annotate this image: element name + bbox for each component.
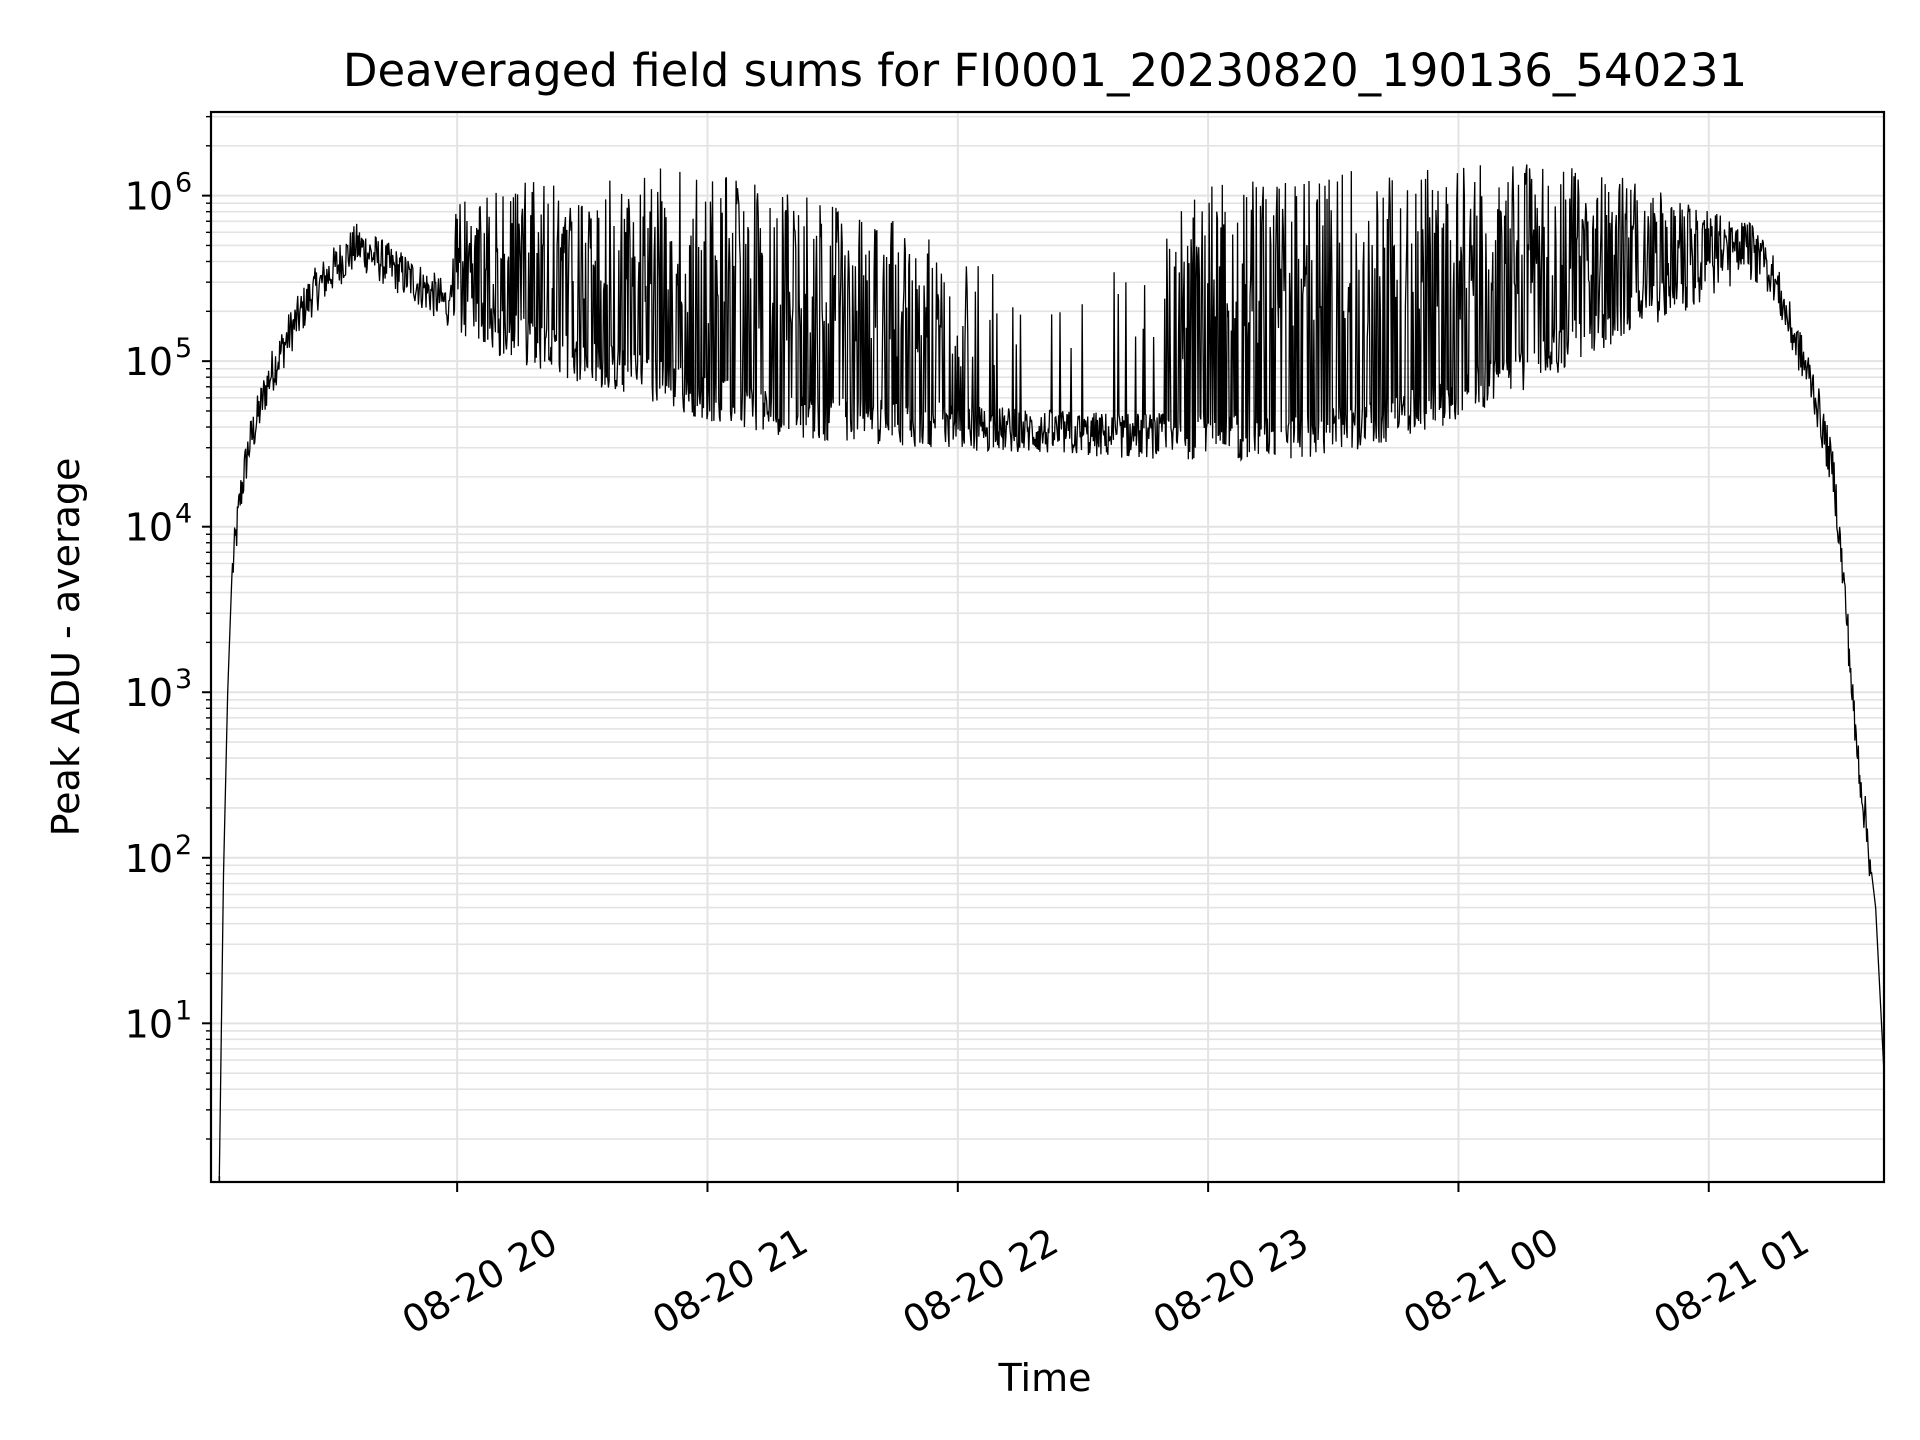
y-tick-label-exponent: 1	[175, 995, 192, 1026]
y-tick-label: 10	[125, 340, 173, 384]
y-tick-label: 10	[125, 506, 173, 550]
y-tick-label: 10	[125, 1002, 173, 1046]
y-tick-label-base: 10	[125, 175, 173, 219]
y-tick-label-exponent: 4	[175, 499, 192, 530]
y-tick-label-exponent: 6	[175, 168, 192, 199]
y-tick-label-base: 10	[125, 671, 173, 715]
y-tick-label-base: 10	[125, 1002, 173, 1046]
y-tick-label-exponent: 2	[175, 830, 192, 861]
y-tick-label-base: 10	[125, 837, 173, 881]
y-tick-label-base: 10	[125, 340, 173, 384]
y-tick-label: 10	[125, 175, 173, 219]
y-tick-label-exponent: 3	[175, 664, 192, 695]
chart-title: Deaveraged field sums for FI0001_2023082…	[343, 44, 1747, 97]
plot-frame	[209, 110, 1886, 1184]
series-line	[218, 164, 1885, 1176]
y-tick-label: 10	[125, 837, 173, 881]
y-tick-label-base: 10	[125, 506, 173, 550]
y-axis-label: Peak ADU - average	[44, 458, 88, 837]
x-axis-label: Time	[998, 1356, 1092, 1400]
y-tick-label-exponent: 5	[175, 333, 192, 364]
y-tick-label: 10	[125, 671, 173, 715]
